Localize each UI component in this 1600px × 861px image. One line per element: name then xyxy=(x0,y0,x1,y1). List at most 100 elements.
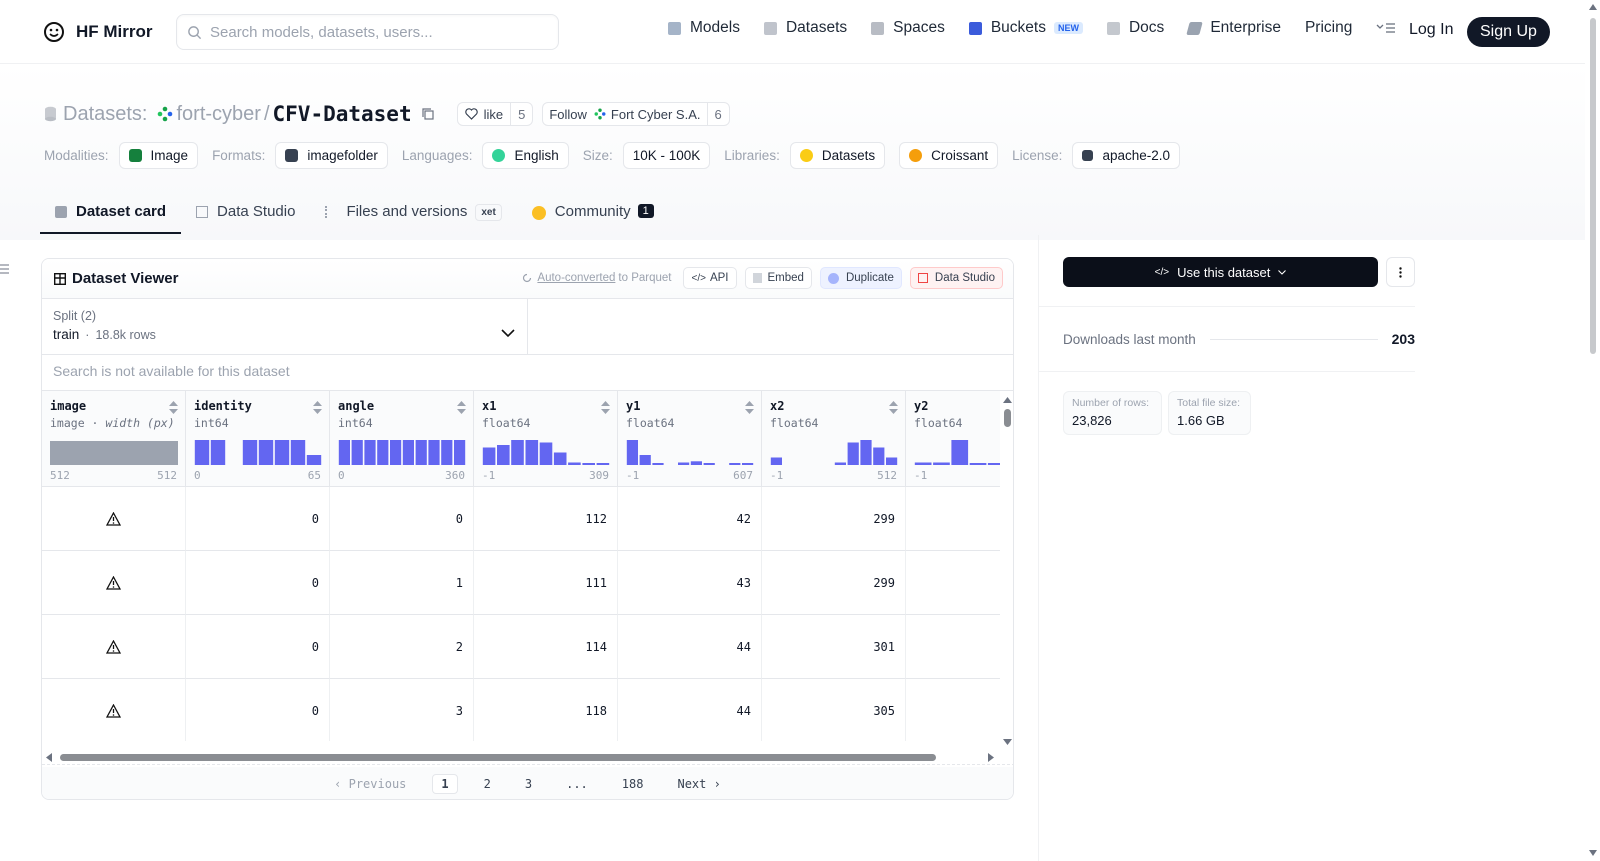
follow-button[interactable]: Follow Fort Cyber S.A. 6 xyxy=(542,102,730,126)
org-link[interactable]: fort-cyber xyxy=(176,102,261,125)
duplicate-button[interactable]: Duplicate xyxy=(819,267,902,289)
nav-datasets[interactable]: Datasets xyxy=(763,19,847,37)
use-dataset-button[interactable]: </> Use this dataset xyxy=(1063,257,1378,287)
size-tag[interactable]: 10K - 100K xyxy=(622,142,711,169)
sort-icon[interactable] xyxy=(169,401,178,414)
sort-icon[interactable] xyxy=(745,401,754,414)
like-button[interactable]: like 5 xyxy=(456,102,534,126)
enterprise-icon xyxy=(1186,21,1204,35)
brand-logo[interactable]: HF Mirror xyxy=(42,20,153,44)
histogram-bar xyxy=(242,440,258,465)
api-button[interactable]: </> API xyxy=(683,267,737,289)
histogram-bar xyxy=(364,440,376,465)
histogram-bar xyxy=(377,440,389,465)
nav-more-menu[interactable] xyxy=(1376,22,1396,34)
signup-button[interactable]: Sign Up xyxy=(1467,17,1550,47)
data-studio-button[interactable]: Data Studio xyxy=(909,267,1003,289)
histogram-bar xyxy=(639,455,651,465)
like-count: 5 xyxy=(510,103,532,125)
nav-spaces[interactable]: Spaces xyxy=(871,19,945,37)
page-scrollbar[interactable] xyxy=(1585,0,1600,861)
column-name: image xyxy=(50,399,87,413)
cube-icon xyxy=(55,206,67,218)
page-2[interactable]: 2 xyxy=(483,777,491,791)
table-cell-y2 xyxy=(906,551,1000,615)
column-name: x2 xyxy=(770,399,785,413)
pagination: ‹ Previous 1 2 3 ... 188 Next › xyxy=(42,767,1013,799)
tab-community[interactable]: Community 1 xyxy=(517,193,669,234)
page-scroll-thumb[interactable] xyxy=(1590,18,1596,354)
embed-button[interactable]: Embed xyxy=(744,267,812,289)
vscroll-thumb[interactable] xyxy=(1004,409,1011,427)
column-header-y2[interactable]: y2 float64 -1 xyxy=(906,391,1000,487)
search-input[interactable]: Search models, datasets, users... xyxy=(176,14,559,50)
table-vscrollbar[interactable] xyxy=(1000,391,1013,749)
image-cell[interactable] xyxy=(42,551,186,615)
library-croissant-tag[interactable]: Croissant xyxy=(899,142,999,169)
page-188[interactable]: 188 xyxy=(621,777,644,791)
tab-data-studio[interactable]: Data Studio xyxy=(181,193,310,234)
column-header-y1[interactable]: y1 float64 -1 607 xyxy=(618,391,762,487)
table-cell-angle: 3 xyxy=(330,679,474,741)
next-button[interactable]: Next › xyxy=(677,777,721,791)
tab-dataset-card[interactable]: Dataset card xyxy=(40,193,182,234)
previous-button[interactable]: ‹ Previous xyxy=(334,777,407,791)
size-stat: Total file size: 1.66 GB xyxy=(1168,391,1251,435)
column-range: 512 512 xyxy=(50,469,177,482)
page-3[interactable]: 3 xyxy=(524,777,533,791)
tab-files[interactable]: Files and versions xet xyxy=(310,193,516,234)
duplicate-label: Duplicate xyxy=(845,272,894,284)
nav-pricing[interactable]: Pricing xyxy=(1305,19,1352,37)
warning-icon xyxy=(106,511,121,526)
table-cell-angle: 2 xyxy=(330,615,474,679)
license-tag[interactable]: apache-2.0 xyxy=(1072,142,1180,169)
image-cell[interactable] xyxy=(42,615,186,679)
column-header-identity[interactable]: identity int64 0 65 xyxy=(186,391,330,487)
kebab-icon xyxy=(1399,266,1402,278)
sort-icon[interactable] xyxy=(313,401,322,414)
nav-enterprise[interactable]: Enterprise xyxy=(1186,19,1281,37)
table-icon xyxy=(54,272,66,285)
nav-pricing-label: Pricing xyxy=(1304,19,1353,36)
nav-spaces-label: Spaces xyxy=(893,19,945,36)
image-cell[interactable] xyxy=(42,487,186,551)
format-tag[interactable]: imagefolder xyxy=(275,142,388,169)
column-histogram xyxy=(482,440,610,465)
histogram-bar xyxy=(194,440,210,465)
column-header-x1[interactable]: x1 float64 -1 309 xyxy=(474,391,618,487)
hscroll-thumb[interactable] xyxy=(60,754,936,761)
histogram-bar xyxy=(873,447,885,465)
toc-toggle-icon[interactable] xyxy=(0,264,9,274)
table-cell-x2: 299 xyxy=(762,487,906,551)
sort-icon[interactable] xyxy=(889,401,898,414)
login-link[interactable]: Log In xyxy=(1409,21,1454,38)
histogram-bar xyxy=(987,463,1000,465)
nav-buckets[interactable]: Buckets NEW xyxy=(968,19,1083,37)
follow-org: Fort Cyber S.A. xyxy=(610,106,701,122)
page-1[interactable]: 1 xyxy=(432,774,458,794)
warning-icon xyxy=(106,575,121,590)
histogram-bar xyxy=(525,440,539,465)
column-type: float64 xyxy=(626,416,675,430)
image-cell[interactable] xyxy=(42,679,186,741)
column-header-x2[interactable]: x2 float64 -1 512 xyxy=(762,391,906,487)
table-cell-x1: 111 xyxy=(474,551,618,615)
copy-icon[interactable] xyxy=(421,107,435,121)
column-header-angle[interactable]: angle int64 0 360 xyxy=(330,391,474,487)
library-datasets-tag[interactable]: Datasets xyxy=(789,142,886,169)
sort-icon[interactable] xyxy=(457,401,466,414)
modality-tag[interactable]: Image xyxy=(118,142,199,169)
histogram-bar xyxy=(415,440,427,465)
split-selector[interactable]: Split (2) train · 18.8k rows xyxy=(42,299,528,355)
nav-models[interactable]: Models xyxy=(668,19,740,37)
histogram-bar xyxy=(441,440,453,465)
more-options-button[interactable] xyxy=(1386,257,1415,287)
sort-icon[interactable] xyxy=(601,401,610,414)
table-hscrollbar[interactable] xyxy=(42,749,1013,765)
language-tag[interactable]: English xyxy=(482,142,569,169)
warning-icon xyxy=(106,639,121,654)
nav-docs[interactable]: Docs xyxy=(1106,19,1164,37)
auto-converted-link[interactable]: Auto-converted xyxy=(537,272,616,284)
column-header-image[interactable]: image image · width (px) 512 512 xyxy=(42,391,186,487)
divider xyxy=(1039,371,1415,372)
